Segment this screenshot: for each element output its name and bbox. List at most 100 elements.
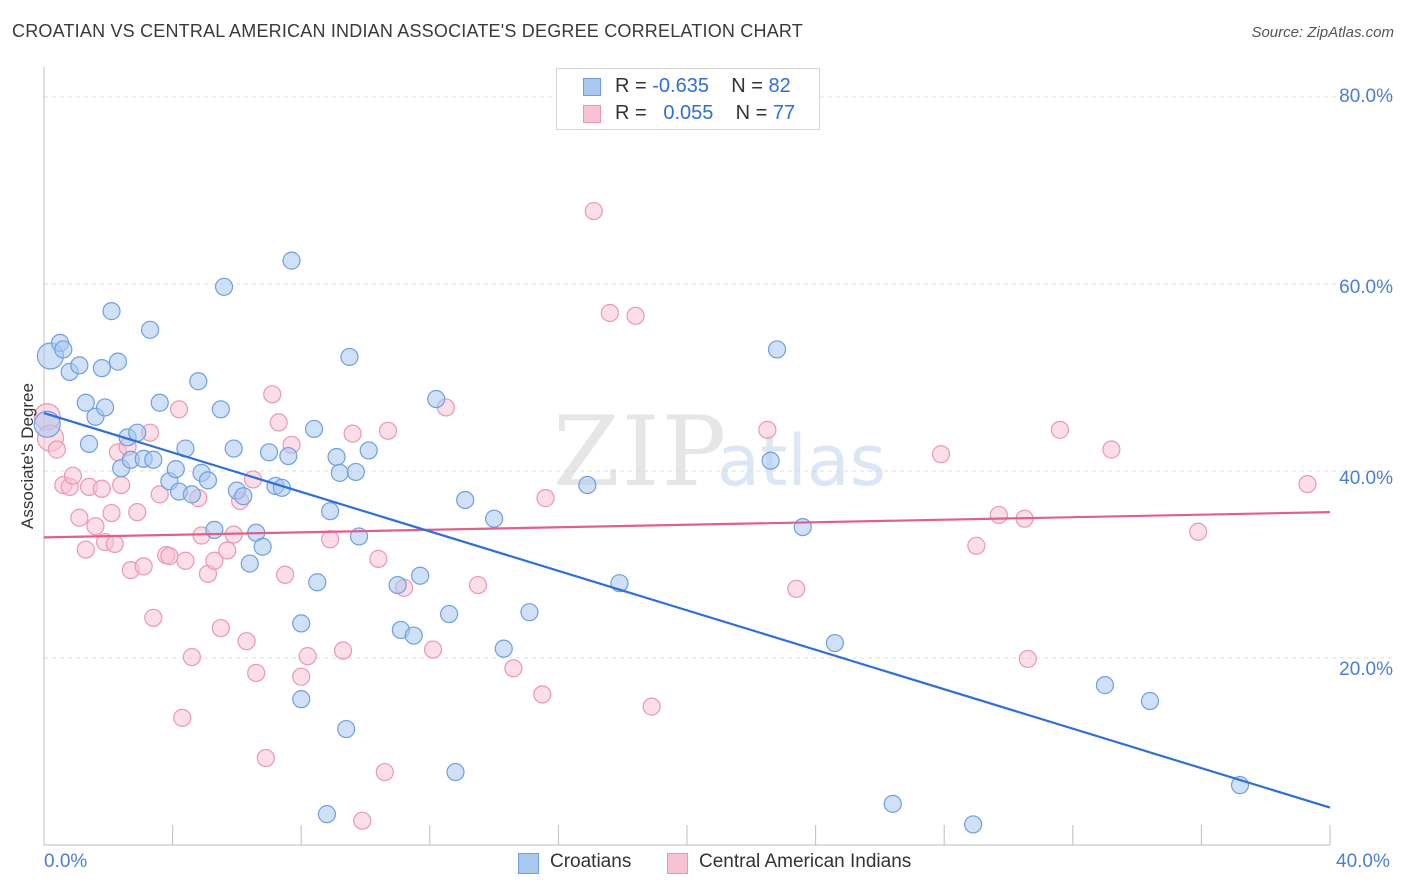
cai-point xyxy=(144,608,163,627)
cai-point xyxy=(263,385,282,404)
cai-point xyxy=(102,503,121,523)
croatians-point xyxy=(54,340,73,359)
y-axis-label: Associate's Degree xyxy=(18,383,37,529)
croatians-swatch xyxy=(518,853,539,874)
correlation-legend: R = -0.635 N = 82 R = 0.055 N = 77 xyxy=(556,68,820,130)
croatians-point xyxy=(761,451,780,470)
source-credit: Source: ZipAtlas.com xyxy=(1251,24,1394,41)
croatians-point xyxy=(76,393,95,412)
croatians-point xyxy=(224,439,243,458)
cai-point xyxy=(353,811,372,830)
croatians-point xyxy=(205,520,224,540)
cai-swatch xyxy=(583,105,601,123)
x-tick-label: 0.0% xyxy=(44,851,88,872)
croatians-point xyxy=(446,762,465,782)
croatians-point xyxy=(346,462,365,482)
croatians-point xyxy=(282,251,301,270)
cai-point xyxy=(343,424,362,443)
cai-point xyxy=(626,306,645,325)
cai-point xyxy=(47,440,66,459)
croatians-point xyxy=(330,463,349,482)
legend-n-value: 82 xyxy=(768,75,791,97)
cai-point xyxy=(247,663,266,683)
cai-point xyxy=(369,549,388,568)
cai-point xyxy=(182,647,201,667)
croatians-point xyxy=(359,441,378,460)
cai-trend-line xyxy=(43,511,1331,539)
y-tick-label: 40.0% xyxy=(1339,468,1393,489)
cai-point xyxy=(292,667,311,686)
legend-n-label: N = xyxy=(731,75,769,97)
cai-point xyxy=(70,508,89,527)
cai-point xyxy=(112,475,131,495)
cai-point xyxy=(333,641,353,660)
cai-point xyxy=(256,748,275,768)
legend-n-label: N = xyxy=(735,102,773,124)
croatians-point xyxy=(439,604,459,624)
croatians-point xyxy=(253,537,272,556)
croatians-point xyxy=(317,805,337,824)
chart-title: CROATIAN VS CENTRAL AMERICAN INDIAN ASSO… xyxy=(12,21,803,41)
croatians-trend-line xyxy=(43,411,1331,809)
cai-point xyxy=(967,536,986,555)
legend-r-label: R = xyxy=(615,75,653,97)
croatians-point xyxy=(578,475,597,495)
croatians-point xyxy=(279,446,298,466)
cai-point xyxy=(105,534,124,554)
croatians-point xyxy=(337,719,356,739)
cai-point xyxy=(931,445,951,464)
cai-swatch xyxy=(667,853,688,874)
cai-point xyxy=(378,421,398,440)
cai-point xyxy=(504,659,523,678)
cai-point xyxy=(468,575,488,595)
watermark-atlas: atlas xyxy=(717,420,887,502)
cai-point xyxy=(205,551,224,570)
cai-point xyxy=(134,557,153,576)
legend-r-value: 0.055 xyxy=(663,102,714,124)
cai-point xyxy=(423,640,443,659)
croatians-point xyxy=(1140,691,1160,711)
croatians-point xyxy=(108,352,128,371)
cai-point xyxy=(787,579,806,598)
cai-point xyxy=(169,400,189,419)
cai-point xyxy=(173,708,192,727)
croatians-point xyxy=(767,340,787,359)
croatians-point xyxy=(150,393,169,412)
croatians-point xyxy=(964,815,983,834)
croatians-point xyxy=(308,573,327,592)
legend-r-value: -0.635 xyxy=(652,75,709,97)
croatians-point xyxy=(198,471,218,490)
croatians-point xyxy=(92,359,111,378)
croatians-point xyxy=(456,490,475,510)
croatians-point xyxy=(340,347,359,367)
cai-point xyxy=(218,541,237,560)
cai-point xyxy=(211,618,230,638)
bottom-legend-label: Croatians xyxy=(550,851,632,872)
croatians-point xyxy=(140,320,160,339)
cai-point xyxy=(160,546,179,566)
croatians-point xyxy=(189,372,208,391)
cai-point xyxy=(600,303,619,323)
croatians-point xyxy=(211,400,230,419)
croatians-point xyxy=(144,450,163,469)
croatians-point xyxy=(292,614,311,633)
croatians-point xyxy=(485,509,504,528)
cai-point xyxy=(176,551,195,570)
y-tick-label: 20.0% xyxy=(1339,659,1393,680)
croatians-point xyxy=(234,487,253,506)
croatians-point xyxy=(79,434,99,453)
cai-point xyxy=(76,540,95,559)
cai-point xyxy=(1102,440,1121,459)
cai-point xyxy=(150,485,169,504)
croatians-swatch xyxy=(583,78,601,96)
croatians-point xyxy=(182,485,201,504)
croatians-point xyxy=(327,447,346,467)
legend-n-value: 77 xyxy=(772,102,796,124)
cai-point xyxy=(584,201,603,221)
cai-point xyxy=(1050,420,1070,439)
cai-point xyxy=(1018,649,1037,669)
croatians-point xyxy=(321,502,340,521)
cai-point xyxy=(375,762,394,782)
croatians-point xyxy=(166,460,185,479)
